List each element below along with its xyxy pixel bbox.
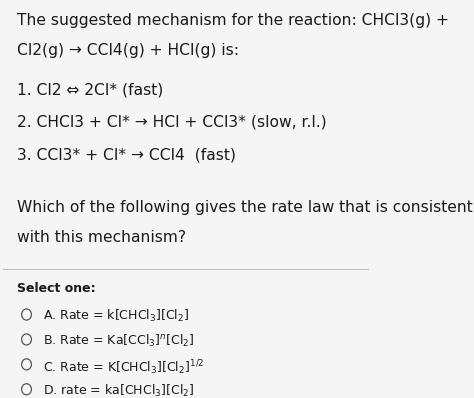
Text: 3. CCl3* + Cl* → CCl4  (fast): 3. CCl3* + Cl* → CCl4 (fast) <box>18 148 236 163</box>
Text: Cl2(g) → CCl4(g) + HCl(g) is:: Cl2(g) → CCl4(g) + HCl(g) is: <box>18 43 239 58</box>
Text: B. Rate = Ka[CCl$_3$]$^n$[Cl$_2$]: B. Rate = Ka[CCl$_3$]$^n$[Cl$_2$] <box>43 333 194 349</box>
Text: 1. Cl2 ⇔ 2Cl* (fast): 1. Cl2 ⇔ 2Cl* (fast) <box>18 82 164 97</box>
Text: A. Rate = k[CHCl$_3$][Cl$_2$]: A. Rate = k[CHCl$_3$][Cl$_2$] <box>43 308 189 324</box>
Text: Which of the following gives the rate law that is consistent: Which of the following gives the rate la… <box>18 200 473 215</box>
Text: with this mechanism?: with this mechanism? <box>18 230 186 245</box>
Text: C. Rate = K[CHCl$_3$][Cl$_2$]$^{1/2}$: C. Rate = K[CHCl$_3$][Cl$_2$]$^{1/2}$ <box>43 358 204 377</box>
Text: Select one:: Select one: <box>18 282 96 295</box>
Text: D. rate = ka[CHCl$_3$][Cl$_2$]: D. rate = ka[CHCl$_3$][Cl$_2$] <box>43 383 194 398</box>
Text: The suggested mechanism for the reaction: CHCl3(g) +: The suggested mechanism for the reaction… <box>18 13 449 28</box>
Text: 2. CHCl3 + Cl* → HCl + CCl3* (slow, r.l.): 2. CHCl3 + Cl* → HCl + CCl3* (slow, r.l.… <box>18 115 327 130</box>
